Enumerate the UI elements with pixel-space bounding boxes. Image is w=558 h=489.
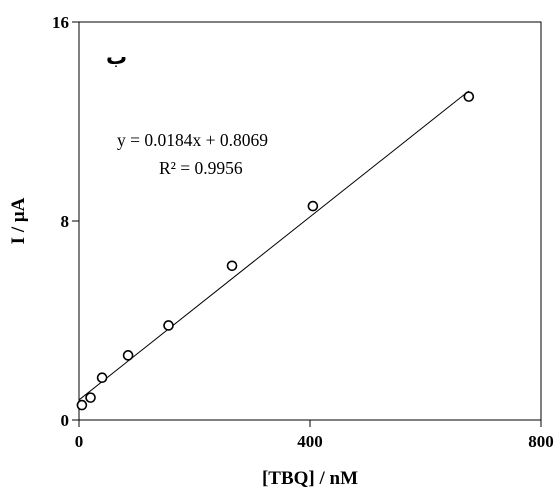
- y-tick-label: 0: [61, 411, 70, 430]
- data-point: [122, 350, 134, 361]
- data-point: [76, 399, 88, 411]
- plot-frame: [78, 21, 542, 421]
- data-points: [76, 91, 475, 411]
- x-tick-label: 800: [528, 432, 554, 451]
- data-point: [226, 260, 238, 272]
- trendline: [78, 90, 470, 401]
- data-point: [307, 200, 319, 212]
- x-axis-title: [TBQ] / nM: [262, 468, 358, 489]
- data-point: [96, 372, 108, 384]
- axes: 0 400 800 0 8 16: [52, 13, 554, 451]
- data-point: [163, 320, 174, 331]
- data-point: [85, 392, 96, 403]
- x-tick-label: 0: [75, 432, 84, 451]
- y-tick-label: 16: [52, 13, 69, 32]
- panel-label: ب: [106, 45, 127, 69]
- x-tick-label: 400: [297, 432, 323, 451]
- trendline-equation: y = 0.0184x + 0.8069: [117, 130, 268, 150]
- y-axis-title: I / μA: [8, 197, 29, 244]
- y-tick-label: 8: [61, 212, 70, 231]
- r-squared-label: R² = 0.9956: [159, 158, 243, 178]
- data-point: [463, 91, 475, 102]
